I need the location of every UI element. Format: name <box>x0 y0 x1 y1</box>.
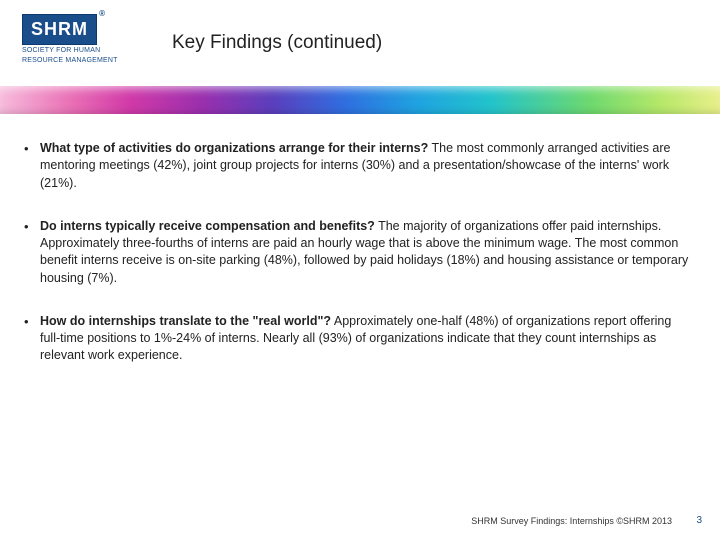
registered-icon: ® <box>99 9 106 18</box>
shrm-logo-mark: SHRM ® <box>22 14 97 45</box>
logo-subline-1: SOCIETY FOR HUMAN <box>22 47 142 55</box>
bullet-question: What type of activities do organizations… <box>40 141 428 155</box>
bullet-question: Do interns typically receive compensatio… <box>40 219 375 233</box>
logo-subline-2: RESOURCE MANAGEMENT <box>22 57 142 65</box>
bullet-item: How do internships translate to the "rea… <box>22 313 692 365</box>
bullet-item: Do interns typically receive compensatio… <box>22 218 692 287</box>
bullet-list: What type of activities do organizations… <box>22 140 692 365</box>
page-number: 3 <box>696 515 702 526</box>
footer: SHRM Survey Findings: Internships ©SHRM … <box>0 510 720 526</box>
slide: SHRM ® SOCIETY FOR HUMAN RESOURCE MANAGE… <box>0 0 720 540</box>
header: SHRM ® SOCIETY FOR HUMAN RESOURCE MANAGE… <box>0 0 720 80</box>
footer-text: SHRM Survey Findings: Internships ©SHRM … <box>471 516 672 526</box>
bullet-item: What type of activities do organizations… <box>22 140 692 192</box>
shrm-logo: SHRM ® SOCIETY FOR HUMAN RESOURCE MANAGE… <box>22 14 142 64</box>
slide-title: Key Findings (continued) <box>172 32 382 54</box>
color-bar <box>0 86 720 114</box>
bullet-question: How do internships translate to the "rea… <box>40 314 331 328</box>
logo-text: SHRM <box>31 19 88 39</box>
content: What type of activities do organizations… <box>22 140 692 391</box>
